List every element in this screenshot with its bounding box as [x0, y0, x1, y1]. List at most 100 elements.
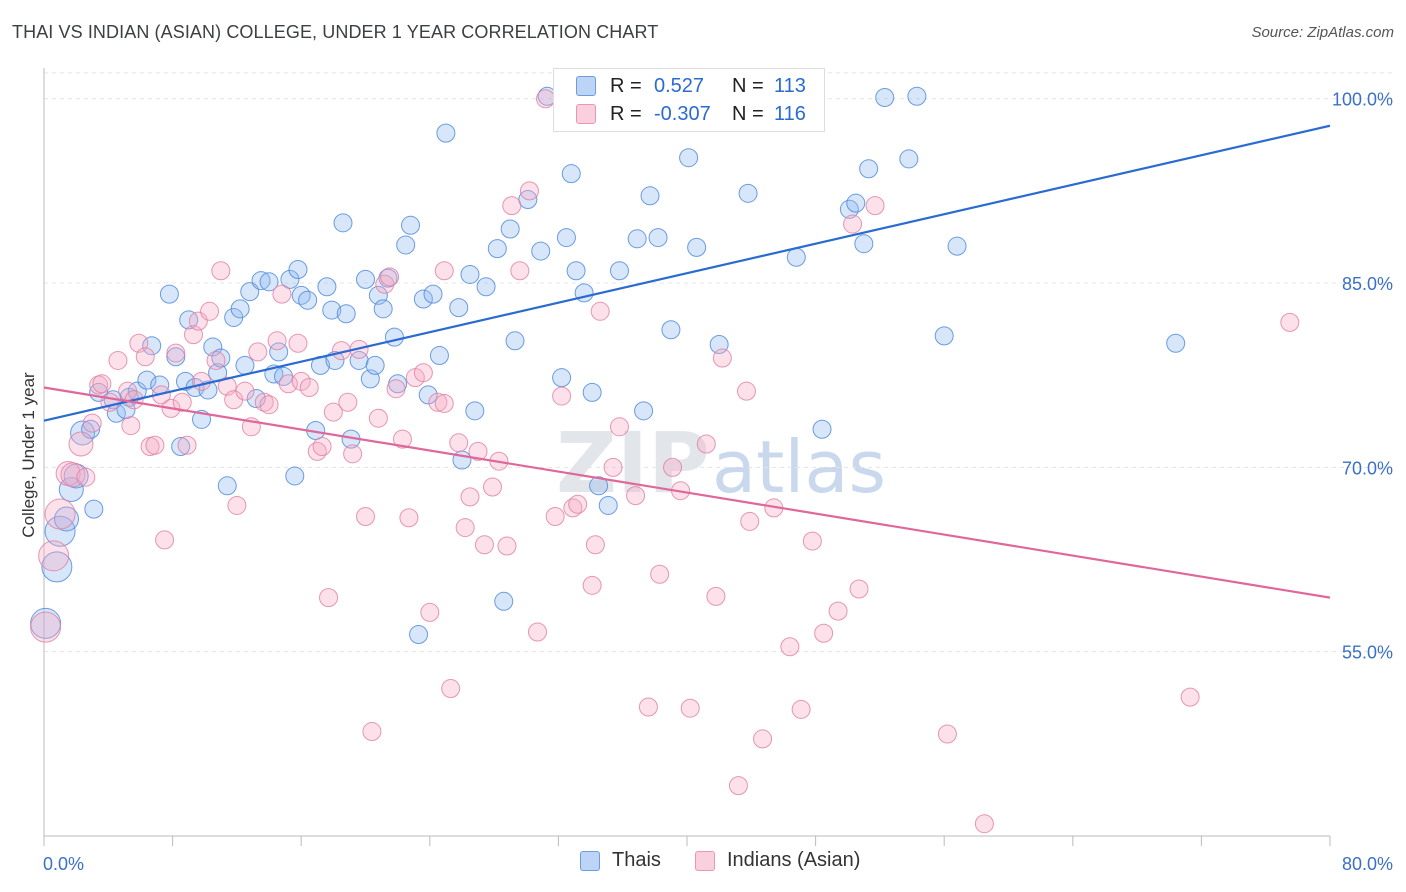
point-indians: [248, 342, 268, 362]
point-thais: [235, 355, 255, 375]
point-indians: [68, 431, 94, 457]
y-tick-label: 85.0%: [1342, 274, 1393, 294]
point-indians: [235, 381, 255, 401]
point-thais: [280, 269, 300, 289]
point-thais: [259, 272, 279, 292]
point-thais: [378, 268, 398, 288]
point-thais: [401, 215, 421, 235]
point-thais: [429, 346, 449, 366]
point-indians: [536, 89, 556, 109]
point-thais: [859, 159, 879, 179]
y-tick-label: 55.0%: [1342, 643, 1393, 663]
point-thais: [505, 331, 525, 351]
point-indians: [155, 530, 175, 550]
legend-item-indians[interactable]: Indians (Asian): [695, 849, 860, 872]
point-indians: [267, 331, 287, 351]
point-thais: [786, 247, 806, 267]
point-indians: [206, 350, 226, 370]
point-indians: [497, 536, 517, 556]
point-thais: [291, 285, 311, 305]
point-indians: [145, 435, 165, 455]
point-thais: [418, 385, 438, 405]
point-thais: [687, 237, 707, 257]
point-indians: [585, 535, 605, 555]
point-thais: [384, 327, 404, 347]
point-indians: [449, 433, 469, 453]
point-indians: [434, 393, 454, 413]
point-thais: [661, 320, 681, 340]
point-thais: [336, 304, 356, 324]
point-indians: [441, 679, 461, 699]
point-indians: [399, 508, 419, 528]
point-indians: [545, 507, 565, 527]
point-indians: [706, 586, 726, 606]
point-indians: [650, 564, 670, 584]
point-thais: [285, 466, 305, 486]
legend-row-indians: R = -0.307 N = 116: [576, 101, 806, 127]
point-thais: [317, 277, 337, 297]
point-thais: [679, 148, 699, 168]
point-indians: [843, 214, 863, 234]
point-indians: [30, 611, 62, 643]
point-thais: [627, 229, 647, 249]
point-thais: [423, 284, 443, 304]
point-indians: [455, 518, 475, 538]
point-indians: [299, 377, 319, 397]
point-thais: [947, 236, 967, 256]
point-indians: [108, 350, 128, 370]
point-thais: [648, 228, 668, 248]
point-indians: [663, 457, 683, 477]
point-thais: [566, 261, 586, 281]
point-indians: [386, 379, 406, 399]
legend-swatch-thais: [580, 850, 600, 871]
point-indians: [172, 392, 192, 412]
point-thais: [460, 264, 480, 284]
point-thais: [1166, 333, 1186, 353]
point-thais: [322, 300, 342, 320]
point-thais: [84, 499, 104, 519]
point-thais: [934, 326, 954, 346]
trend-line-indians: [43, 386, 1331, 599]
point-thais: [531, 241, 551, 261]
legend-label-thais: Thais: [612, 849, 661, 871]
point-indians: [828, 601, 848, 621]
series-legend: Thais Indians (Asian): [0, 849, 1406, 879]
point-thais: [413, 289, 433, 309]
point-thais: [494, 591, 514, 611]
point-indians: [510, 261, 530, 281]
point-indians: [460, 487, 480, 507]
legend-swatch-indians: [695, 850, 715, 871]
legend-r-label: R =: [610, 102, 642, 125]
legend-swatch-indians: [576, 104, 596, 124]
point-indians: [60, 462, 86, 488]
point-indians: [865, 196, 885, 216]
point-indians: [582, 575, 602, 595]
source-note: Source: ZipAtlas.com: [1251, 24, 1394, 41]
point-indians: [100, 392, 120, 412]
axes: [43, 68, 1331, 846]
point-thais: [171, 436, 191, 456]
point-thais: [436, 123, 456, 143]
point-thais: [333, 213, 353, 233]
point-indians: [1280, 312, 1300, 332]
chart-title: THAI VS INDIAN (ASIAN) COLLEGE, UNDER 1 …: [12, 22, 659, 42]
legend-r-label: R =: [610, 74, 642, 97]
point-indians: [528, 622, 548, 642]
point-thais: [561, 164, 581, 184]
legend-item-thais[interactable]: Thais: [580, 849, 661, 872]
point-indians: [338, 392, 358, 412]
legend-r-value: -0.307: [654, 102, 711, 125]
point-indians: [272, 284, 292, 304]
point-indians: [392, 429, 412, 449]
point-thais: [589, 476, 609, 496]
point-indians: [468, 441, 488, 461]
x-tick-label-min: 0.0%: [43, 854, 84, 874]
point-indians: [166, 343, 186, 363]
point-indians: [728, 776, 748, 796]
point-indians: [552, 386, 572, 406]
point-indians: [82, 413, 102, 433]
point-indians: [712, 348, 732, 368]
point-indians: [780, 637, 800, 657]
point-thais: [899, 149, 919, 169]
